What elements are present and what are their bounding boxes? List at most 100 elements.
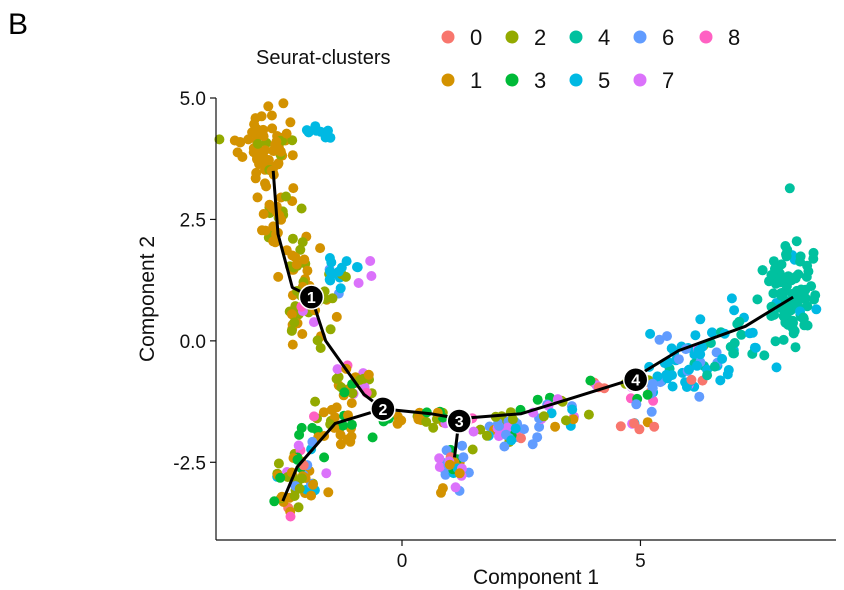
legend-label-4: 4 bbox=[598, 25, 610, 50]
cell-point bbox=[736, 329, 747, 340]
cell-point bbox=[270, 237, 281, 248]
branch-point-4-marker bbox=[622, 366, 649, 393]
cell-point bbox=[534, 421, 545, 432]
cell-point bbox=[806, 281, 817, 292]
cell-point bbox=[436, 487, 446, 498]
cell-point bbox=[532, 432, 543, 443]
cell-point bbox=[516, 433, 526, 444]
x-axis-title: Component 1 bbox=[473, 566, 599, 589]
y-axis-title: Component 2 bbox=[136, 236, 159, 362]
cell-point bbox=[287, 233, 298, 244]
cell-point bbox=[335, 429, 346, 440]
cell-point bbox=[744, 328, 755, 339]
legend-swatch-1 bbox=[441, 73, 455, 87]
branch-point-1-marker bbox=[298, 284, 325, 310]
cell-point bbox=[770, 336, 781, 347]
branch-point-2-marker bbox=[370, 396, 396, 422]
cell-point bbox=[467, 444, 478, 455]
cell-point bbox=[690, 330, 701, 341]
cell-point bbox=[768, 288, 779, 299]
cell-point bbox=[214, 134, 225, 145]
cell-point bbox=[568, 414, 579, 425]
cell-point bbox=[366, 271, 377, 281]
cell-point bbox=[803, 266, 814, 277]
cell-point bbox=[287, 250, 298, 261]
cell-point bbox=[345, 436, 356, 447]
x-tick-label: 5 bbox=[635, 551, 646, 572]
cell-point bbox=[286, 325, 297, 336]
cell-point bbox=[458, 452, 469, 463]
branch-point-4-label: 4 bbox=[631, 373, 640, 390]
cell-point bbox=[355, 374, 365, 385]
legend-swatch-0 bbox=[441, 30, 455, 44]
cell-point bbox=[561, 415, 571, 426]
cell-point bbox=[434, 462, 445, 472]
cell-point bbox=[333, 266, 344, 277]
cell-point bbox=[695, 314, 706, 325]
cell-point bbox=[260, 145, 270, 156]
cell-point bbox=[728, 348, 739, 359]
legend-label-7: 7 bbox=[662, 68, 674, 93]
cell-point bbox=[270, 139, 281, 150]
cell-point bbox=[303, 127, 314, 138]
y-tick-label: 0.0 bbox=[180, 332, 206, 353]
cell-point bbox=[309, 411, 319, 422]
cell-point bbox=[335, 283, 346, 294]
cell-point bbox=[694, 391, 705, 402]
cell-point bbox=[798, 312, 809, 323]
cell-point bbox=[809, 294, 819, 305]
cell-point bbox=[775, 277, 785, 288]
panel-letter: B bbox=[8, 8, 29, 41]
cell-point bbox=[771, 362, 782, 373]
cell-point bbox=[615, 421, 626, 432]
cell-point bbox=[729, 338, 740, 348]
cell-point bbox=[347, 388, 358, 399]
cell-point bbox=[339, 387, 350, 398]
cell-point bbox=[367, 432, 378, 443]
cell-point bbox=[307, 422, 318, 433]
branch-point-3-label: 3 bbox=[455, 414, 464, 431]
cell-point bbox=[717, 353, 728, 364]
cell-point bbox=[707, 327, 718, 338]
cell-point bbox=[750, 342, 761, 353]
cell-point bbox=[287, 339, 298, 350]
cell-point bbox=[778, 334, 789, 345]
cell-point bbox=[315, 343, 326, 353]
cell-point bbox=[757, 265, 768, 276]
cell-point bbox=[286, 309, 297, 320]
cell-point bbox=[776, 288, 786, 299]
cell-point bbox=[421, 416, 432, 427]
cell-point bbox=[293, 502, 304, 513]
legend-label-1: 1 bbox=[470, 68, 482, 93]
legend-swatch-6 bbox=[633, 30, 647, 44]
cell-point bbox=[249, 119, 260, 130]
cell-point bbox=[312, 335, 323, 346]
cell-point bbox=[759, 350, 770, 361]
cell-point bbox=[662, 373, 673, 384]
cell-point bbox=[346, 419, 357, 430]
cell-point bbox=[289, 317, 300, 328]
cell-point bbox=[323, 487, 334, 498]
cell-point bbox=[258, 209, 269, 219]
cell-point bbox=[324, 253, 335, 263]
cell-point bbox=[567, 404, 578, 415]
cell-point bbox=[790, 342, 801, 353]
legend-swatch-7 bbox=[633, 73, 647, 87]
cell-point bbox=[652, 371, 663, 382]
legend-label-3: 3 bbox=[534, 68, 546, 93]
legend-label-6: 6 bbox=[662, 25, 674, 50]
cell-point bbox=[692, 360, 702, 371]
cell-point bbox=[325, 324, 336, 335]
trajectory-line bbox=[271, 170, 794, 502]
y-tick-label: 5.0 bbox=[180, 89, 206, 110]
cell-point bbox=[296, 473, 307, 484]
cell-point bbox=[506, 435, 517, 446]
cell-point bbox=[273, 271, 284, 282]
cell-point bbox=[308, 317, 319, 328]
cell-point bbox=[468, 426, 479, 437]
legend: Seurat-clusters 0 1 2 3 4 5 6 7 8 bbox=[256, 25, 740, 93]
cell-point bbox=[686, 374, 697, 385]
cell-point bbox=[784, 183, 795, 194]
legend-label-0: 0 bbox=[470, 25, 482, 50]
cell-point bbox=[299, 254, 310, 265]
